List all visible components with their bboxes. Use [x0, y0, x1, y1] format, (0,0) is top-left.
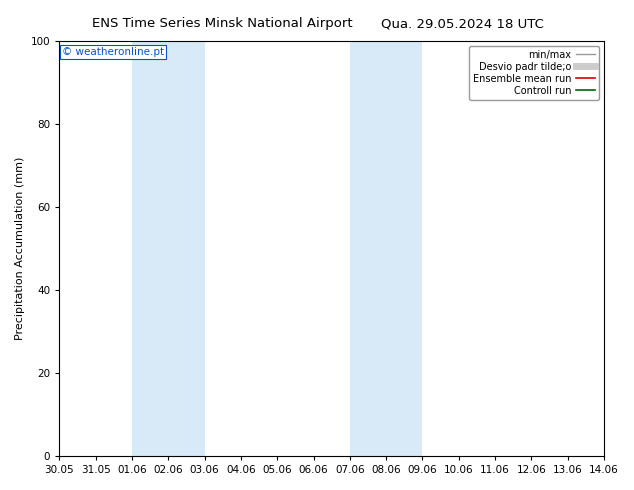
- Bar: [132, 41, 205, 456]
- Text: Qua. 29.05.2024 18 UTC: Qua. 29.05.2024 18 UTC: [382, 17, 544, 30]
- Text: © weatheronline.pt: © weatheronline.pt: [62, 47, 164, 57]
- Text: ENS Time Series Minsk National Airport: ENS Time Series Minsk National Airport: [91, 17, 353, 30]
- Y-axis label: Precipitation Accumulation (mm): Precipitation Accumulation (mm): [15, 157, 25, 340]
- Bar: [350, 41, 422, 456]
- Legend: min/max, Desvio padr tilde;o, Ensemble mean run, Controll run: min/max, Desvio padr tilde;o, Ensemble m…: [469, 46, 599, 99]
